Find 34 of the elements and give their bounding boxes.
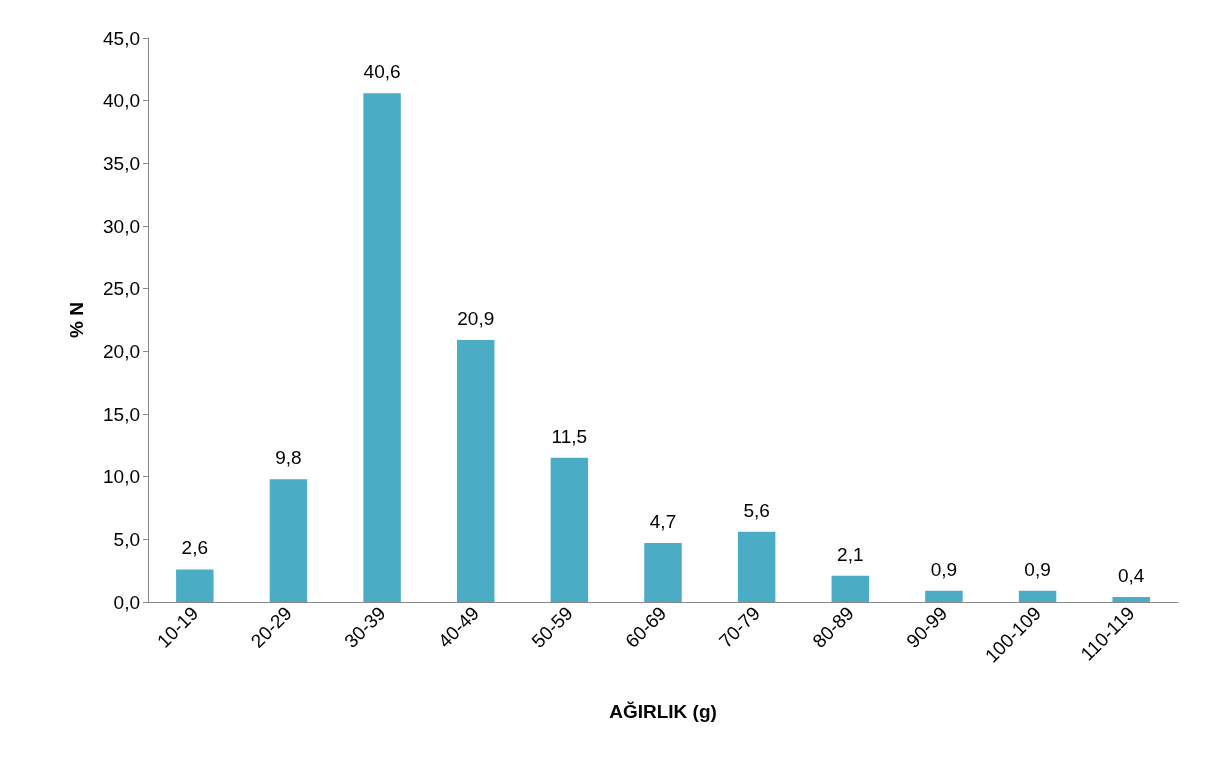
x-axis-title: AĞIRLIK (g) bbox=[609, 701, 717, 722]
bar bbox=[269, 479, 308, 602]
y-tick-label: 45,0 bbox=[103, 27, 140, 49]
bar bbox=[737, 531, 776, 602]
data-label: 9,8 bbox=[275, 447, 302, 469]
data-label: 0,9 bbox=[930, 558, 958, 580]
bar bbox=[1112, 596, 1150, 602]
bar bbox=[550, 457, 589, 602]
data-label: 11,5 bbox=[551, 425, 588, 447]
y-tick-label: 10,0 bbox=[103, 466, 140, 488]
data-label: 2,1 bbox=[837, 543, 864, 565]
y-tick-label: 15,0 bbox=[103, 403, 140, 425]
bar bbox=[925, 590, 963, 602]
data-label: 2,6 bbox=[181, 537, 209, 559]
y-tick-label: 0,0 bbox=[113, 591, 140, 613]
data-label: 0,9 bbox=[1024, 558, 1051, 580]
y-tick-label: 25,0 bbox=[103, 278, 140, 300]
bar bbox=[457, 340, 495, 602]
data-label: 40,6 bbox=[363, 61, 401, 83]
bar bbox=[176, 569, 214, 602]
y-tick-label: 35,0 bbox=[103, 152, 140, 174]
bar bbox=[1018, 590, 1057, 602]
y-tick-label: 40,0 bbox=[103, 90, 140, 112]
data-label: 5,6 bbox=[743, 499, 770, 521]
bar bbox=[831, 575, 869, 602]
y-tick-label: 5,0 bbox=[113, 528, 140, 550]
data-label: 4,7 bbox=[649, 511, 677, 533]
y-axis-title: % N bbox=[66, 302, 87, 338]
data-label: 0,4 bbox=[1117, 564, 1145, 586]
bar bbox=[644, 543, 682, 602]
y-tick-label: 30,0 bbox=[103, 215, 140, 237]
y-tick-label: 20,0 bbox=[103, 340, 140, 362]
bar bbox=[363, 93, 401, 602]
data-label: 20,9 bbox=[457, 308, 495, 330]
